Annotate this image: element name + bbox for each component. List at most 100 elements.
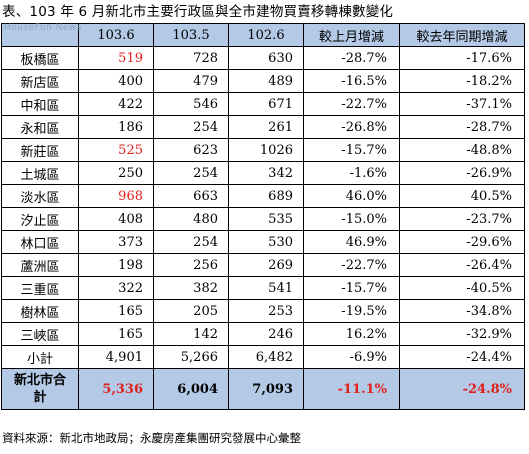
value-103-6: 519 [78, 46, 154, 70]
change-mom: -15.7% [303, 276, 400, 300]
value-103-6: 165 [78, 299, 154, 323]
district-name: 三重區 [1, 276, 79, 300]
district-name: 蘆洲區 [1, 253, 79, 277]
value-103-6: 968 [78, 184, 154, 208]
change-yoy: -34.8% [399, 299, 525, 323]
district-name: 土城區 [1, 161, 79, 185]
total-label-line2: 計 [33, 390, 47, 405]
value-103-5: 623 [153, 138, 229, 162]
value-103-6: 165 [78, 322, 154, 346]
value-102-6: 253 [228, 299, 304, 323]
value-103-6: 322 [78, 276, 154, 300]
header-district [1, 23, 79, 47]
district-name: 中和區 [1, 92, 79, 116]
value-103-6: 186 [78, 115, 154, 139]
value-103-5: 256 [153, 253, 229, 277]
table-title: 表、103 年 6 月新北市主要行政區與全市建物買賣移轉棟數變化 [2, 4, 394, 20]
table-row: 新店區 400 479 489 -16.5% -18.2% [1, 69, 525, 93]
change-yoy: -48.8% [399, 138, 525, 162]
subtotal-label: 小計 [1, 345, 79, 369]
total-102-6: 7,093 [228, 368, 304, 410]
value-102-6: 269 [228, 253, 304, 277]
header-103-6: 103.6 [78, 23, 154, 47]
total-label: 新北市合計 [1, 368, 79, 410]
change-yoy: -37.1% [399, 92, 525, 116]
change-yoy: -26.9% [399, 161, 525, 185]
total-yoy: -24.8% [399, 368, 525, 410]
change-yoy: -23.7% [399, 207, 525, 231]
value-103-6: 400 [78, 69, 154, 93]
value-103-6: 198 [78, 253, 154, 277]
value-102-6: 689 [228, 184, 304, 208]
district-name: 汐止區 [1, 207, 79, 231]
subtotal-mom: -6.9% [303, 345, 400, 369]
table-row: 永和區 186 254 261 -26.8% -28.7% [1, 115, 525, 139]
table-row: 三峽區 165 142 246 16.2% -32.9% [1, 322, 525, 346]
change-mom: 46.0% [303, 184, 400, 208]
change-mom: 46.9% [303, 230, 400, 254]
district-name: 新莊區 [1, 138, 79, 162]
change-yoy: -28.7% [399, 115, 525, 139]
value-103-5: 205 [153, 299, 229, 323]
change-mom: -16.5% [303, 69, 400, 93]
change-mom: -22.7% [303, 92, 400, 116]
table-row: 新莊區 525 623 1026 -15.7% -48.8% [1, 138, 525, 162]
value-102-6: 671 [228, 92, 304, 116]
value-102-6: 530 [228, 230, 304, 254]
district-name: 新店區 [1, 69, 79, 93]
value-103-6: 408 [78, 207, 154, 231]
district-name: 林口區 [1, 230, 79, 254]
change-mom: -15.7% [303, 138, 400, 162]
table-body: 板橋區 519 728 630 -28.7% -17.6% 新店區 400 479 489 -16.… [1, 46, 525, 410]
change-mom: -26.8% [303, 115, 400, 139]
total-label-line1: 新北市合 [13, 373, 66, 388]
header-102-6: 102.6 [228, 23, 304, 47]
table-row: 三重區 322 382 541 -15.7% -40.5% [1, 276, 525, 300]
district-name: 淡水區 [1, 184, 79, 208]
change-yoy: 40.5% [399, 184, 525, 208]
subtotal-103-5: 5,266 [153, 345, 229, 369]
value-102-6: 489 [228, 69, 304, 93]
change-mom: -1.6% [303, 161, 400, 185]
subtotal-row: 小計 4,901 5,266 6,482 -6.9% -24.4% [1, 345, 525, 369]
value-103-5: 728 [153, 46, 229, 70]
change-mom: 16.2% [303, 322, 400, 346]
change-mom: -19.5% [303, 299, 400, 323]
value-103-5: 663 [153, 184, 229, 208]
value-103-5: 479 [153, 69, 229, 93]
district-name: 板橋區 [1, 46, 79, 70]
change-yoy: -29.6% [399, 230, 525, 254]
header-row: 103.6 103.5 102.6 較上月增減 較去年同期增減 [1, 23, 525, 47]
value-102-6: 342 [228, 161, 304, 185]
value-103-5: 254 [153, 161, 229, 185]
value-103-5: 142 [153, 322, 229, 346]
subtotal-103-6: 4,901 [78, 345, 154, 369]
value-102-6: 246 [228, 322, 304, 346]
value-103-6: 525 [78, 138, 154, 162]
value-102-6: 1026 [228, 138, 304, 162]
change-yoy: -18.2% [399, 69, 525, 93]
value-102-6: 535 [228, 207, 304, 231]
change-mom: -28.7% [303, 46, 400, 70]
total-mom: -11.1% [303, 368, 400, 410]
source-note: 資料來源：新北市地政局；永慶房產集團研究發展中心彙整 [2, 431, 301, 445]
value-103-5: 480 [153, 207, 229, 231]
value-103-6: 373 [78, 230, 154, 254]
value-103-6: 250 [78, 161, 154, 185]
change-yoy: -40.5% [399, 276, 525, 300]
table-row: 林口區 373 254 530 46.9% -29.6% [1, 230, 525, 254]
watermark-logo: HouseFun News [4, 23, 82, 33]
value-102-6: 630 [228, 46, 304, 70]
total-103-6: 5,336 [78, 368, 154, 410]
value-103-5: 254 [153, 115, 229, 139]
value-103-6: 422 [78, 92, 154, 116]
change-mom: -22.7% [303, 253, 400, 277]
change-yoy: -26.4% [399, 253, 525, 277]
change-yoy: -17.6% [399, 46, 525, 70]
total-103-5: 6,004 [153, 368, 229, 410]
value-102-6: 261 [228, 115, 304, 139]
district-name: 樹林區 [1, 299, 79, 323]
district-name: 永和區 [1, 115, 79, 139]
total-row: 新北市合計 5,336 6,004 7,093 -11.1% -24.8% [1, 368, 525, 410]
